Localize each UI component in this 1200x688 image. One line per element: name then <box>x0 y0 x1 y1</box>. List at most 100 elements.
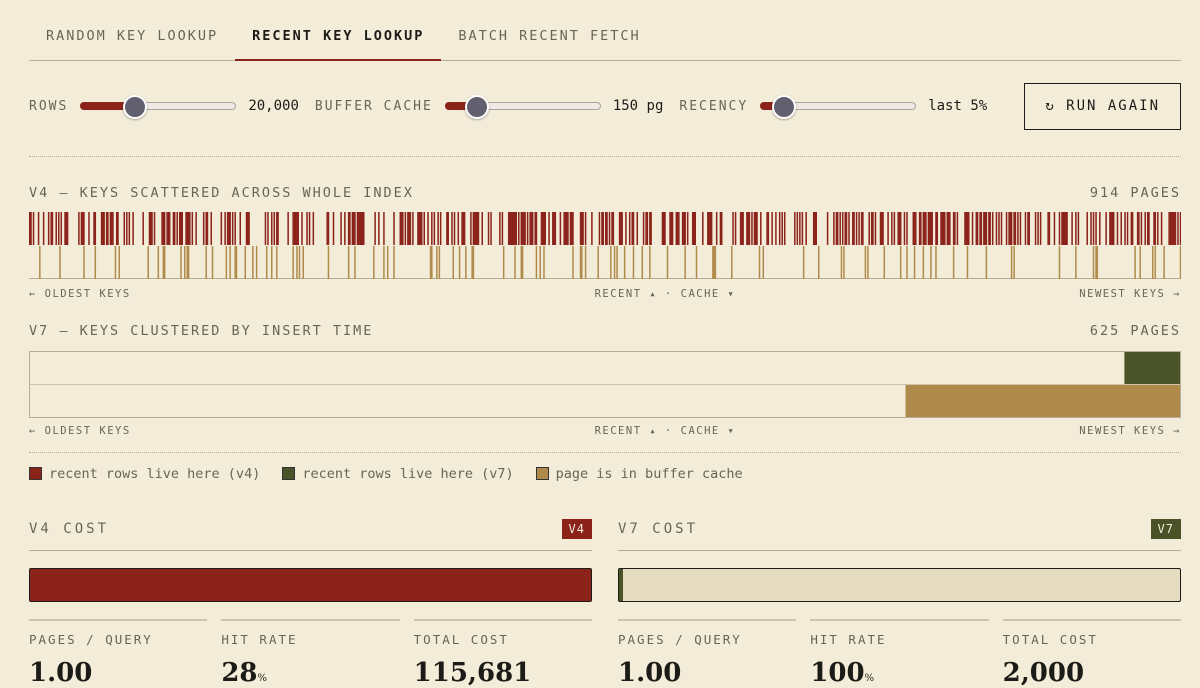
v4-recent-page <box>903 212 906 245</box>
v4-recent-page <box>906 212 908 245</box>
v4-cached-page <box>581 246 583 279</box>
v4-recent-page <box>565 212 568 245</box>
v4-recent-page <box>554 212 557 245</box>
v4-recent-page <box>161 212 163 245</box>
v4-cached-page <box>713 246 715 279</box>
v4-recent-page <box>631 212 633 245</box>
slider-knob[interactable] <box>123 95 148 119</box>
v4-cached-page <box>393 246 395 279</box>
v4-recent-page <box>349 212 351 245</box>
v4-recent-page <box>153 212 156 245</box>
v4-recent-page <box>912 212 915 245</box>
v4-cached-page <box>867 246 869 279</box>
v4-cached-page <box>157 246 160 279</box>
v4-recent-page <box>1146 212 1149 245</box>
v4-recent-page <box>954 212 956 245</box>
v4-recent-page <box>399 212 402 245</box>
v4-recent-page <box>928 212 931 245</box>
v4-recent-page <box>985 212 988 245</box>
v4-recent-page <box>691 212 694 245</box>
v4-recent-page <box>105 212 108 245</box>
stat-pages-per-query: PAGES / QUERY 1.00 <box>29 619 208 688</box>
v4-recent-page <box>693 212 695 245</box>
v4-recent-page <box>447 212 449 245</box>
run-again-button[interactable]: ↻ RUN AGAIN <box>1024 82 1181 130</box>
v4-recent-page <box>899 212 902 245</box>
v4-recent-page <box>778 212 781 245</box>
v4-recent-page <box>535 212 538 245</box>
v4-cached-page <box>1139 246 1141 279</box>
v4-recent-page <box>628 212 631 245</box>
v4-recent-page <box>925 212 927 245</box>
legend-item-v7: recent rows live here (v7) <box>282 466 514 482</box>
v4-cached-page <box>802 246 805 279</box>
v4-recent-page <box>1013 212 1015 245</box>
rows-value: 20,000 <box>248 98 299 114</box>
v4-cached-page <box>347 246 350 279</box>
v4-recent-page <box>50 212 52 245</box>
v4-recent-page <box>267 212 269 245</box>
v4-recent-page <box>844 212 846 245</box>
v4-recent-page <box>107 212 109 245</box>
v4-recent-page <box>347 212 350 245</box>
v4-cached-page <box>572 246 574 279</box>
v4-recent-page <box>529 212 531 245</box>
v4-cached-page <box>930 246 932 279</box>
v4-cached-page <box>597 246 599 279</box>
v4-recent-page <box>620 212 622 245</box>
v4-cached-page <box>1154 246 1157 279</box>
axis-oldest: ← OLDEST KEYS <box>29 288 131 300</box>
v4-cached-page <box>843 246 845 279</box>
tab-batch-recent-fetch[interactable]: BATCH RECENT FETCH <box>458 28 641 44</box>
v4-recent-page <box>407 212 409 245</box>
v4-recent-page <box>83 212 85 245</box>
v4-cached-page <box>383 246 385 279</box>
slider-knob[interactable] <box>464 95 489 119</box>
v4-recent-page <box>891 212 893 245</box>
v4-recent-page <box>88 212 90 245</box>
v4-recent-page <box>868 212 870 245</box>
v4-cached-page <box>935 246 937 279</box>
v4-recent-page <box>720 212 723 245</box>
v4-recent-page <box>507 212 510 245</box>
v4-recent-page <box>719 212 722 245</box>
rows-label: ROWS <box>29 98 69 114</box>
v4-recent-page <box>220 212 223 245</box>
v4-recent-page <box>732 212 734 245</box>
v4-recent-page <box>524 212 526 245</box>
v4-recent-page <box>636 212 639 245</box>
slider-knob[interactable] <box>772 95 797 119</box>
v4-recent-page <box>664 212 666 245</box>
v4-recent-page <box>1160 212 1163 245</box>
buffer-cache-slider[interactable] <box>444 95 601 119</box>
v4-recent-page <box>940 212 942 245</box>
v4-recent-page <box>514 212 516 245</box>
v4-recent-page <box>632 212 635 245</box>
v4-recent-page <box>534 212 536 245</box>
v4-recent-page <box>572 212 574 245</box>
v4-recent-page <box>1120 212 1123 245</box>
v4-recent-page <box>879 212 882 245</box>
v4-recent-page <box>412 212 414 245</box>
v4-recent-page <box>853 212 855 245</box>
tab-recent-key-lookup[interactable]: RECENT KEY LOOKUP <box>235 0 442 61</box>
v4-recent-page <box>481 212 483 245</box>
v4-recent-page <box>103 212 105 245</box>
v4-recent-page <box>60 212 63 245</box>
recency-slider[interactable] <box>760 95 917 119</box>
buffer-cache-label: BUFFER CACHE <box>314 98 433 114</box>
rows-slider[interactable] <box>80 95 237 119</box>
v4-recent-page <box>920 212 922 245</box>
v4-recent-page <box>409 212 412 245</box>
v4-recent-page <box>1028 212 1031 245</box>
tab-random-key-lookup[interactable]: RANDOM KEY LOOKUP <box>46 28 219 44</box>
v4-cached-page <box>235 246 238 279</box>
stat-total-cost: TOTAL COST 115,681 <box>413 619 592 688</box>
v4-recent-page <box>946 212 949 245</box>
v4-recent-page <box>1169 212 1172 245</box>
v4-recent-page <box>393 212 395 245</box>
v4-recent-page <box>1017 212 1019 245</box>
v4-cached-page <box>1152 246 1154 279</box>
v4-recent-page <box>591 212 593 245</box>
v4-cached-page <box>452 246 454 279</box>
